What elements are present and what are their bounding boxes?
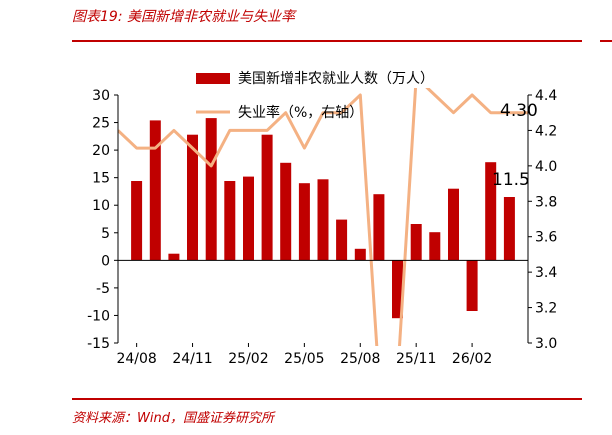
bar-24-10 [168,253,180,261]
right-tick-label: 4.2 [535,123,557,139]
bar-25-04 [280,162,292,261]
legend-label-line: 失业率（%，右轴） [238,104,363,121]
axes [117,95,529,343]
bar-24-12 [205,118,217,261]
bar-26-01 [448,188,459,261]
x-tick-label: 26/02 [452,351,492,367]
bar-series [131,118,515,319]
x-tick-label: 25/05 [284,351,324,367]
right-tick-label: 3.4 [535,265,557,281]
title-rule-tail [600,40,612,42]
bar-25-10 [392,260,403,319]
left-tick-label: 25 [92,116,110,132]
legend: 美国新增非农就业人数（万人） 失业率（%，右轴） [196,71,434,121]
left-tick-label: 10 [92,198,110,214]
right-tick-label: 4.4 [535,88,557,104]
right-axis-ticks: 4.4 4.2 4.0 3.8 3.6 3.4 3.2 3.0 [528,88,557,352]
left-tick-label: -10 [87,308,110,324]
x-tick-label: 25/02 [228,351,268,367]
bar-24-11 [187,134,198,261]
x-tick-label: 25/08 [340,351,380,367]
right-tick-label: 3.8 [535,194,557,210]
bar-26-02 [466,260,478,311]
legend-label-bar: 美国新增非农就业人数（万人） [238,71,434,87]
left-tick-label: 5 [101,226,110,242]
figure-title: 图表19: 美国新增非农就业与失业率 [72,9,295,25]
bar-25-09 [373,194,385,261]
bar-25-08 [354,248,366,261]
title-rule [72,40,582,42]
x-tick-label: 24/08 [116,351,156,367]
bar-25-12 [429,232,441,261]
x-tick-label: 25/11 [396,351,436,367]
right-tick-label: 3.6 [535,230,557,246]
left-tick-label: -15 [87,336,110,352]
line-series [118,88,528,346]
annotation-unemployment-last: 4.30 [500,101,538,121]
left-tick-label: 20 [92,143,110,159]
left-tick-label: 15 [92,171,110,187]
bar-26-03 [485,162,497,261]
bar-25-02 [243,176,254,261]
bar-25-07 [336,219,348,261]
left-tick-label: 30 [92,88,110,104]
source-rule [72,398,582,400]
bar-25-06 [317,179,329,261]
bar-26-04 [503,197,515,261]
bar-25-01 [224,181,236,261]
unemployment-line [118,88,528,346]
bar-25-03 [261,134,273,261]
source-note: 资料来源：Wind，国盛证券研究所 [72,411,274,426]
bar-25-11 [410,224,422,261]
x-axis-ticks: 24/08 24/11 25/02 25/05 25/08 25/11 26/02 [116,343,492,367]
bar-25-05 [298,183,310,261]
bar-24-08 [131,181,143,261]
x-tick-label: 24/11 [172,351,212,367]
left-tick-label: -5 [96,281,110,297]
legend-swatch-bar [196,73,230,84]
annotations: 4.30 11.5 [492,101,538,190]
left-axis-ticks: 30 25 20 15 10 5 0 -5 -10 -15 [87,88,118,352]
annotation-payrolls-last: 11.5 [492,170,530,190]
right-tick-label: 3.2 [535,301,557,317]
bar-24-09 [149,120,161,261]
left-tick-label: 0 [101,253,110,269]
right-tick-label: 3.0 [535,336,557,352]
right-tick-label: 4.0 [535,159,557,175]
